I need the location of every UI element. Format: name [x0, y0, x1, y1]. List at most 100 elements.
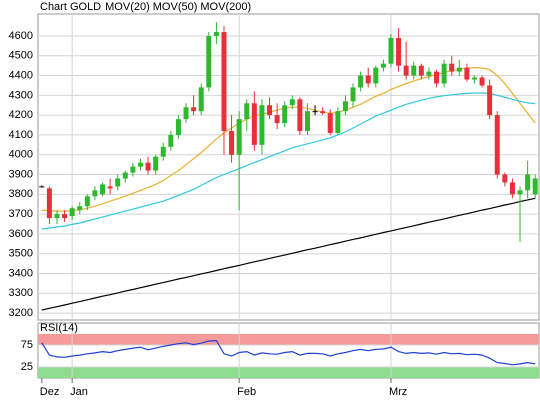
candle-body	[365, 75, 371, 84]
candle-body	[289, 99, 295, 106]
candle-body	[517, 190, 523, 195]
oversold-band	[38, 367, 539, 378]
candle-body	[396, 37, 402, 66]
legend-entry: MOV(50)	[153, 1, 198, 13]
candle-body	[479, 77, 485, 86]
candle-body	[153, 156, 159, 171]
legend-entry: RSI(14)	[40, 322, 78, 334]
moving-average-line	[41, 197, 536, 311]
y-tick-label: 3700	[9, 208, 33, 220]
y-tick-label: 3300	[9, 287, 33, 299]
candle-body	[62, 214, 68, 219]
y-tick-label: 3800	[9, 188, 33, 200]
candle-body	[426, 71, 432, 76]
candle-body	[411, 65, 417, 76]
x-tick-label: Mrz	[389, 386, 407, 398]
candle-body	[471, 77, 477, 80]
candle-body	[320, 111, 326, 114]
x-tick-label: Dez	[40, 386, 60, 398]
candle-body	[403, 65, 409, 76]
y-tick-label: 4000	[9, 149, 33, 161]
y-tick-label: 4500	[9, 50, 33, 62]
candle-body	[168, 134, 174, 147]
candle-body	[441, 63, 447, 84]
moving-average-line	[41, 92, 536, 230]
y-tick-label: 4100	[9, 129, 33, 141]
candle-body	[145, 162, 151, 171]
candle-body	[487, 85, 493, 116]
candle-body	[84, 196, 90, 207]
candle-body	[502, 174, 508, 183]
chart-title: Chart GOLD	[40, 1, 101, 13]
y-tick-label: 3500	[9, 248, 33, 260]
x-tick-label: Jan	[70, 386, 88, 398]
candle-body	[350, 87, 356, 102]
candle-body	[274, 115, 280, 124]
candle-body	[434, 71, 440, 84]
legend-entry: MOV(20)	[105, 1, 150, 13]
candle-body	[464, 67, 470, 80]
candle-body	[327, 113, 333, 133]
candle-body	[206, 35, 212, 88]
candle-body	[122, 172, 128, 179]
y-tick-label: 3400	[9, 267, 33, 279]
y-tick-label: 3600	[9, 228, 33, 240]
candle-body	[335, 111, 341, 133]
candle-body	[342, 101, 348, 112]
candle-body	[282, 105, 288, 124]
y-tick-label: 3900	[9, 168, 33, 180]
candle-body	[259, 105, 265, 145]
candle-body	[198, 87, 204, 112]
candle-body	[494, 115, 500, 175]
candle-body	[46, 188, 52, 219]
candle-body	[54, 214, 60, 219]
candle-body	[92, 190, 98, 197]
candle-body	[532, 178, 538, 195]
candle-body	[418, 65, 424, 76]
candle-body	[304, 111, 310, 131]
candle-body	[267, 105, 273, 116]
candle-body	[221, 32, 227, 131]
y-tick-label: 3200	[9, 307, 33, 319]
candle-body	[100, 184, 106, 195]
candle-body	[175, 119, 181, 135]
candle-body	[509, 182, 515, 195]
candle-body	[39, 186, 45, 188]
candle-body	[191, 107, 197, 112]
candle-body	[456, 67, 462, 72]
y-tick-label: 25	[21, 361, 33, 373]
y-tick-label: 4400	[9, 69, 33, 81]
rsi-line	[41, 339, 536, 366]
candle-body	[183, 107, 189, 120]
candle-body	[213, 32, 219, 36]
y-tick-label: 4200	[9, 109, 33, 121]
candle-body	[77, 206, 83, 211]
candle-body	[115, 178, 121, 187]
candle-body	[312, 111, 318, 113]
candle-body	[69, 208, 75, 217]
candle-body	[130, 166, 136, 173]
candle-body	[525, 174, 531, 191]
y-tick-label: 4600	[9, 30, 33, 42]
candle-body	[449, 63, 455, 72]
main-panel	[37, 13, 540, 321]
candle-body	[373, 67, 379, 84]
candle-body	[380, 63, 386, 68]
y-tick-label: 4300	[9, 89, 33, 101]
candle-body	[229, 130, 235, 155]
overbought-band	[38, 334, 539, 345]
candle-body	[251, 103, 257, 145]
candle-body	[236, 119, 242, 155]
legend-entry: MOV(200)	[200, 1, 251, 13]
y-tick-label: 75	[21, 339, 33, 351]
candle-body	[297, 99, 303, 131]
x-tick-label: Feb	[237, 386, 256, 398]
candle-body	[388, 37, 394, 64]
candle-body	[137, 162, 143, 167]
candle-body	[358, 75, 364, 88]
candle-body	[160, 146, 166, 157]
candle-body	[107, 186, 113, 189]
candle-body	[244, 103, 250, 120]
